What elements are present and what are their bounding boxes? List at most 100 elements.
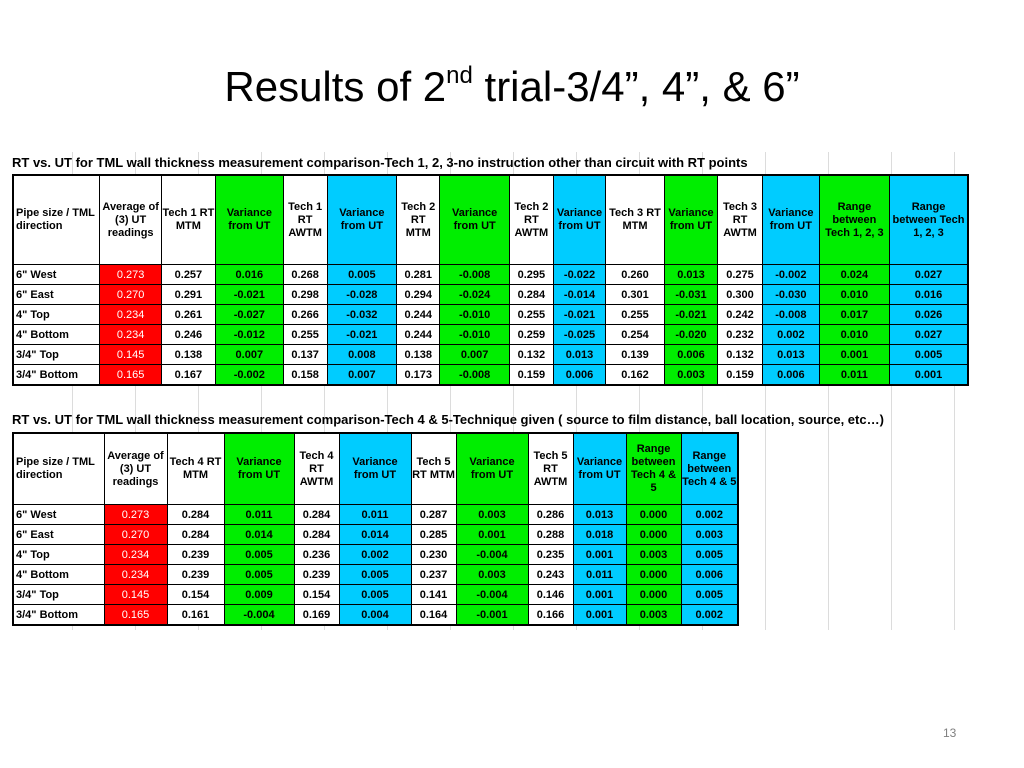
column-header: Tech 4 RT AWTM bbox=[293, 432, 340, 505]
table-cell: -0.021 bbox=[663, 304, 719, 325]
table-cell: 0.300 bbox=[717, 284, 763, 305]
table-cell: 0.013 bbox=[552, 344, 607, 365]
table-cell: 0.011 bbox=[338, 504, 412, 525]
column-header: Variance from UT bbox=[223, 432, 295, 505]
table-cell: 0.016 bbox=[215, 264, 284, 285]
table-cell: 0.011 bbox=[818, 364, 891, 386]
table-cell: -0.004 bbox=[223, 604, 295, 626]
table-cell: 0.162 bbox=[605, 364, 665, 386]
table-cell: 0.003 bbox=[625, 604, 682, 626]
table-cell: 0.301 bbox=[605, 284, 665, 305]
table-cell: -0.002 bbox=[761, 264, 820, 285]
table-cell: 0.005 bbox=[338, 564, 412, 585]
column-header: Variance from UT bbox=[663, 174, 719, 265]
table-cell: 0.284 bbox=[166, 504, 225, 525]
table-cell: -0.031 bbox=[663, 284, 719, 305]
table-cell: 0.026 bbox=[889, 304, 969, 325]
table-cell: 0.007 bbox=[326, 364, 398, 386]
table-cell: 0.001 bbox=[455, 524, 529, 545]
table-cell: -0.021 bbox=[552, 304, 607, 325]
column-header: Pipe size / TML direction bbox=[12, 432, 105, 505]
table-row: 6" West 0.273 0.284 0.011 0.284 0.011 0.287 0.0… bbox=[12, 504, 739, 525]
table-cell: 0.294 bbox=[396, 284, 441, 305]
table2-header-row: Pipe size / TML direction Average of (3) … bbox=[12, 432, 739, 505]
row-label: 4" Bottom bbox=[12, 324, 101, 345]
table-cell: -0.012 bbox=[215, 324, 284, 345]
table-cell: 0.010 bbox=[818, 284, 891, 305]
column-header: Variance from UT bbox=[572, 432, 627, 505]
column-header: Tech 4 RT MTM bbox=[166, 432, 225, 505]
table-cell: 0.246 bbox=[160, 324, 217, 345]
table-cell: 0.165 bbox=[99, 364, 162, 386]
table-cell: -0.014 bbox=[552, 284, 607, 305]
table-cell: 0.138 bbox=[160, 344, 217, 365]
table-cell: 0.145 bbox=[99, 344, 162, 365]
table-cell: 0.273 bbox=[103, 504, 168, 525]
table-cell: 0.005 bbox=[889, 344, 969, 365]
title-rest: trial-3/4”, 4”, & 6” bbox=[472, 63, 800, 110]
table-cell: 0.004 bbox=[338, 604, 412, 626]
table-cell: 0.254 bbox=[605, 324, 665, 345]
table-row: 6" East 0.270 0.291 -0.021 0.298 -0.028 0.294-… bbox=[12, 284, 969, 305]
table2-caption: RT vs. UT for TML wall thickness measure… bbox=[12, 412, 884, 427]
table-cell: 0.291 bbox=[160, 284, 217, 305]
table-cell: 0.284 bbox=[293, 504, 340, 525]
table-cell: -0.027 bbox=[215, 304, 284, 325]
table-cell: 0.005 bbox=[338, 584, 412, 605]
column-header: Variance from UT bbox=[326, 174, 398, 265]
column-header: Tech 1 RT AWTM bbox=[282, 174, 328, 265]
table-cell: 0.003 bbox=[663, 364, 719, 386]
table-cell: 0.230 bbox=[410, 544, 457, 565]
table-cell: 0.145 bbox=[103, 584, 168, 605]
table-cell: 0.132 bbox=[508, 344, 554, 365]
table-cell: 0.257 bbox=[160, 264, 217, 285]
table-cell: 0.018 bbox=[572, 524, 627, 545]
column-header: Tech 1 RT MTM bbox=[160, 174, 217, 265]
table-cell: 0.011 bbox=[223, 504, 295, 525]
column-header: Variance from UT bbox=[338, 432, 412, 505]
table-cell: 0.243 bbox=[527, 564, 574, 585]
column-header: Range between Tech 4 & 5 bbox=[680, 432, 739, 505]
table-cell: 0.167 bbox=[160, 364, 217, 386]
table-cell: 0.013 bbox=[663, 264, 719, 285]
table-cell: -0.024 bbox=[439, 284, 510, 305]
table-cell: 0.024 bbox=[818, 264, 891, 285]
table1-header-row: Pipe size / TML direction Average of (3) … bbox=[12, 174, 969, 265]
table-row: 3/4" Bottom 0.165 0.161 -0.004 0.169 0.004 0.1… bbox=[12, 604, 739, 626]
table-cell: 0.158 bbox=[282, 364, 328, 386]
table-cell: 0.284 bbox=[166, 524, 225, 545]
table-cell: 0.165 bbox=[103, 604, 168, 626]
title-main: Results of 2 bbox=[224, 63, 447, 110]
table-row: 6" West 0.273 0.257 0.016 0.268 0.005 0.281 -0.… bbox=[12, 264, 969, 285]
column-header: Pipe size / TML direction bbox=[12, 174, 101, 265]
table-cell: 0.275 bbox=[717, 264, 763, 285]
table-cell: 0.003 bbox=[455, 504, 529, 525]
table-cell: 0.005 bbox=[680, 544, 739, 565]
table-cell: 0.281 bbox=[396, 264, 441, 285]
table-cell: 0.255 bbox=[282, 324, 328, 345]
table-cell: 0.235 bbox=[527, 544, 574, 565]
table-cell: -0.032 bbox=[326, 304, 398, 325]
table-cell: 0.001 bbox=[572, 584, 627, 605]
table-cell: 0.169 bbox=[293, 604, 340, 626]
table-cell: -0.025 bbox=[552, 324, 607, 345]
table-cell: 0.001 bbox=[889, 364, 969, 386]
table-cell: 0.006 bbox=[761, 364, 820, 386]
table-cell: 0.006 bbox=[663, 344, 719, 365]
table-cell: 0.005 bbox=[680, 584, 739, 605]
table-cell: 0.017 bbox=[818, 304, 891, 325]
column-header: Tech 5 RT MTM bbox=[410, 432, 457, 505]
row-label: 6" West bbox=[12, 504, 105, 525]
row-label: 6" West bbox=[12, 264, 101, 285]
table-cell: 0.154 bbox=[166, 584, 225, 605]
table-cell: 0.237 bbox=[410, 564, 457, 585]
table-cell: 0.159 bbox=[508, 364, 554, 386]
table-cell: 0.005 bbox=[223, 544, 295, 565]
table-cell: -0.021 bbox=[326, 324, 398, 345]
table-cell: 0.001 bbox=[572, 544, 627, 565]
table-cell: -0.002 bbox=[215, 364, 284, 386]
table2: Pipe size / TML direction Average of (3) … bbox=[12, 432, 739, 626]
table-cell: 0.255 bbox=[508, 304, 554, 325]
row-label: 6" East bbox=[12, 284, 101, 305]
table-cell: 0.137 bbox=[282, 344, 328, 365]
